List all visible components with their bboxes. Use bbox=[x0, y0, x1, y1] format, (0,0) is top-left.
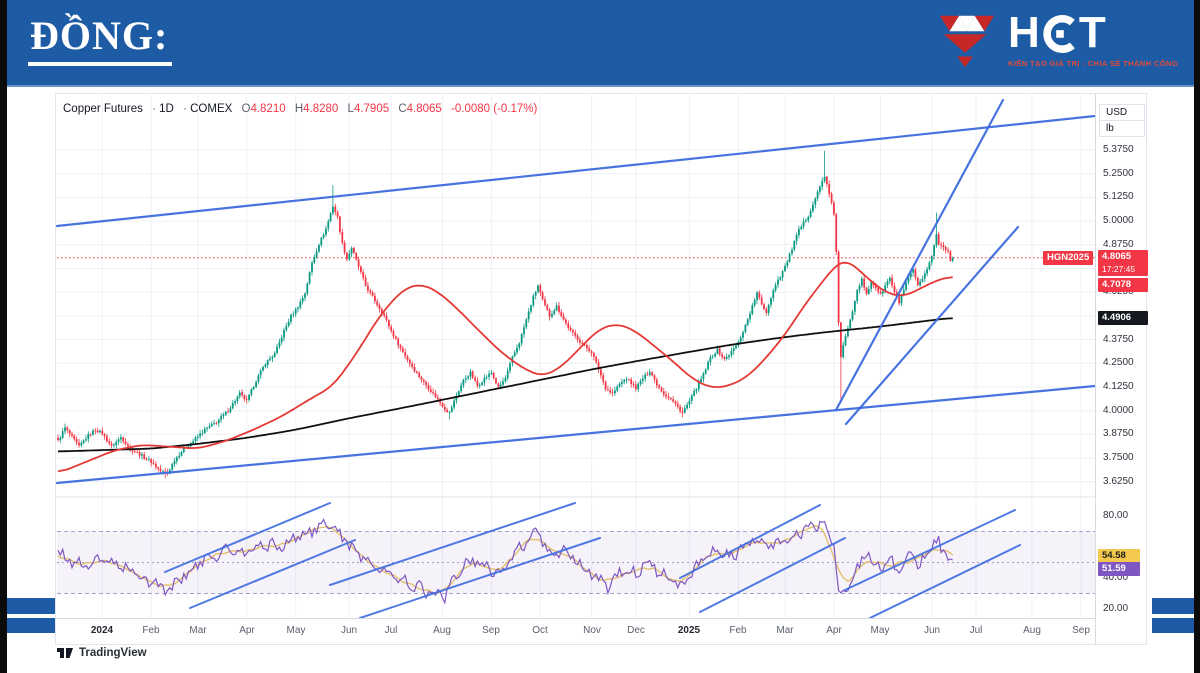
hct-diamond-icon bbox=[939, 15, 995, 68]
time-tick-label: Apr bbox=[239, 625, 255, 636]
time-tick-label: Nov bbox=[583, 625, 601, 636]
right-border-strip bbox=[1194, 0, 1200, 673]
rsi-tick-label: 80.00 bbox=[1103, 510, 1129, 521]
legend-change-value: -0.0080 (-0.17%) bbox=[451, 103, 538, 115]
rsi-tick-label: 40.00 bbox=[1103, 572, 1129, 583]
legend-exchange: COMEX bbox=[190, 103, 233, 115]
time-tick-label: Dec bbox=[627, 625, 645, 636]
tradingview-attribution[interactable]: TradingView bbox=[57, 646, 147, 660]
decorative-blue-bar bbox=[7, 598, 55, 614]
time-axis[interactable]: 2024 Feb Mar Apr May Jun Jul Aug Sep Oct Nov Dec 202… bbox=[55, 619, 1095, 643]
time-tick-label: Apr bbox=[826, 625, 842, 636]
time-tick-label: Feb bbox=[142, 625, 160, 636]
page-title: ĐỒNG: bbox=[28, 12, 173, 66]
time-tick-label: Sep bbox=[482, 625, 500, 636]
ma-fast-badge: 4.7078 bbox=[1098, 278, 1148, 292]
legend-separator: · bbox=[152, 103, 156, 115]
decorative-blue-bar bbox=[7, 618, 55, 633]
logo-tagline: KIẾN TẠO GIÁ TRỊ - CHIA SẺ THÀNH CÔNG bbox=[1008, 59, 1178, 68]
price-tick-label: 5.2500 bbox=[1103, 168, 1134, 179]
time-tick-label: May bbox=[286, 625, 306, 636]
left-border-strip bbox=[0, 0, 7, 673]
time-tick-label: Jun bbox=[340, 625, 358, 636]
time-axis-separator bbox=[55, 618, 1095, 619]
rsi-tick-label: 20.00 bbox=[1103, 603, 1129, 614]
price-tick-label: 3.8750 bbox=[1103, 428, 1134, 439]
legend-open-value: 4.8210 bbox=[250, 103, 286, 115]
time-tick-label: Mar bbox=[776, 625, 794, 636]
price-axis-separator bbox=[1095, 93, 1096, 645]
chart-legend[interactable]: Copper Futures · 1D · COMEX O4.8210 H4.8… bbox=[63, 103, 537, 115]
ma-slow-badge: 4.4906 bbox=[1098, 311, 1148, 325]
price-tick-label: 5.1250 bbox=[1103, 191, 1134, 202]
legend-close-label: C bbox=[398, 103, 407, 115]
time-tick-label: 2024 bbox=[90, 625, 114, 636]
price-tick-label: 3.7500 bbox=[1103, 452, 1134, 463]
price-tick-label: 3.6250 bbox=[1103, 476, 1134, 487]
logo-letter-c-icon bbox=[1043, 15, 1075, 53]
tradingview-label: TradingView bbox=[79, 647, 147, 659]
price-tick-label: 4.2500 bbox=[1103, 357, 1134, 368]
rsi-ma-badge: 54.58 bbox=[1098, 549, 1140, 563]
legend-symbol[interactable]: Copper Futures bbox=[63, 103, 143, 115]
legend-low-label: L bbox=[347, 103, 354, 115]
last-price-badge: 4.8065 17:27:45 bbox=[1098, 250, 1148, 276]
time-tick-label: 2025 bbox=[677, 625, 701, 636]
hct-logo: H T KIẾN TẠO GIÁ TRỊ - CHIA SẺ THÀNH CÔN… bbox=[934, 10, 1178, 70]
legend-high-value: 4.8280 bbox=[303, 103, 339, 115]
time-tick-label: May bbox=[870, 625, 890, 636]
price-tick-label: 5.0000 bbox=[1103, 215, 1134, 226]
unit-currency[interactable]: USD bbox=[1100, 105, 1144, 121]
time-tick-label: Oct bbox=[532, 625, 548, 636]
price-chart-canvas[interactable] bbox=[55, 93, 1095, 618]
time-tick-label: Aug bbox=[1023, 625, 1041, 636]
logo-letter-t: T bbox=[1078, 8, 1107, 57]
time-tick-label: Aug bbox=[433, 625, 451, 636]
decorative-blue-bar bbox=[1152, 598, 1194, 614]
legend-low-value: 4.7905 bbox=[353, 103, 390, 115]
logo-letter-h: H bbox=[1008, 8, 1041, 57]
unit-toggle[interactable]: USD lb bbox=[1099, 104, 1145, 137]
price-tick-label: 4.3750 bbox=[1103, 334, 1134, 345]
time-tick-label: Jul bbox=[384, 625, 398, 636]
price-tick-label: 5.3750 bbox=[1103, 144, 1134, 155]
bar-countdown: 17:27:45 bbox=[1102, 264, 1136, 274]
price-tick-label: 4.1250 bbox=[1103, 381, 1134, 392]
legend-separator: · bbox=[183, 103, 187, 115]
tradingview-icon bbox=[57, 648, 73, 658]
time-tick-label: Mar bbox=[189, 625, 207, 636]
legend-high-label: H bbox=[294, 103, 304, 115]
contract-badge: HGN2025 bbox=[1043, 251, 1094, 265]
unit-measure[interactable]: lb bbox=[1106, 123, 1114, 134]
legend-close-value: 4.8065 bbox=[406, 103, 442, 115]
legend-interval[interactable]: 1D bbox=[159, 103, 174, 115]
last-price-value: 4.8065 bbox=[1102, 251, 1132, 262]
header-banner bbox=[7, 0, 1194, 87]
legend-open-label: O bbox=[241, 103, 251, 115]
price-tick-label: 4.0000 bbox=[1103, 405, 1134, 416]
time-tick-label: Jun bbox=[923, 625, 941, 636]
rsi-value-badge: 51.59 bbox=[1098, 562, 1140, 576]
time-tick-label: Feb bbox=[729, 625, 747, 636]
time-tick-label: Jul bbox=[969, 625, 983, 636]
decorative-blue-bar bbox=[1152, 618, 1194, 633]
time-tick-label: Sep bbox=[1072, 625, 1090, 636]
price-tick-label: 4.8750 bbox=[1103, 239, 1134, 250]
hct-logo-text: H T KIẾN TẠO GIÁ TRỊ - CHIA SẺ THÀNH CÔN… bbox=[1008, 8, 1178, 69]
